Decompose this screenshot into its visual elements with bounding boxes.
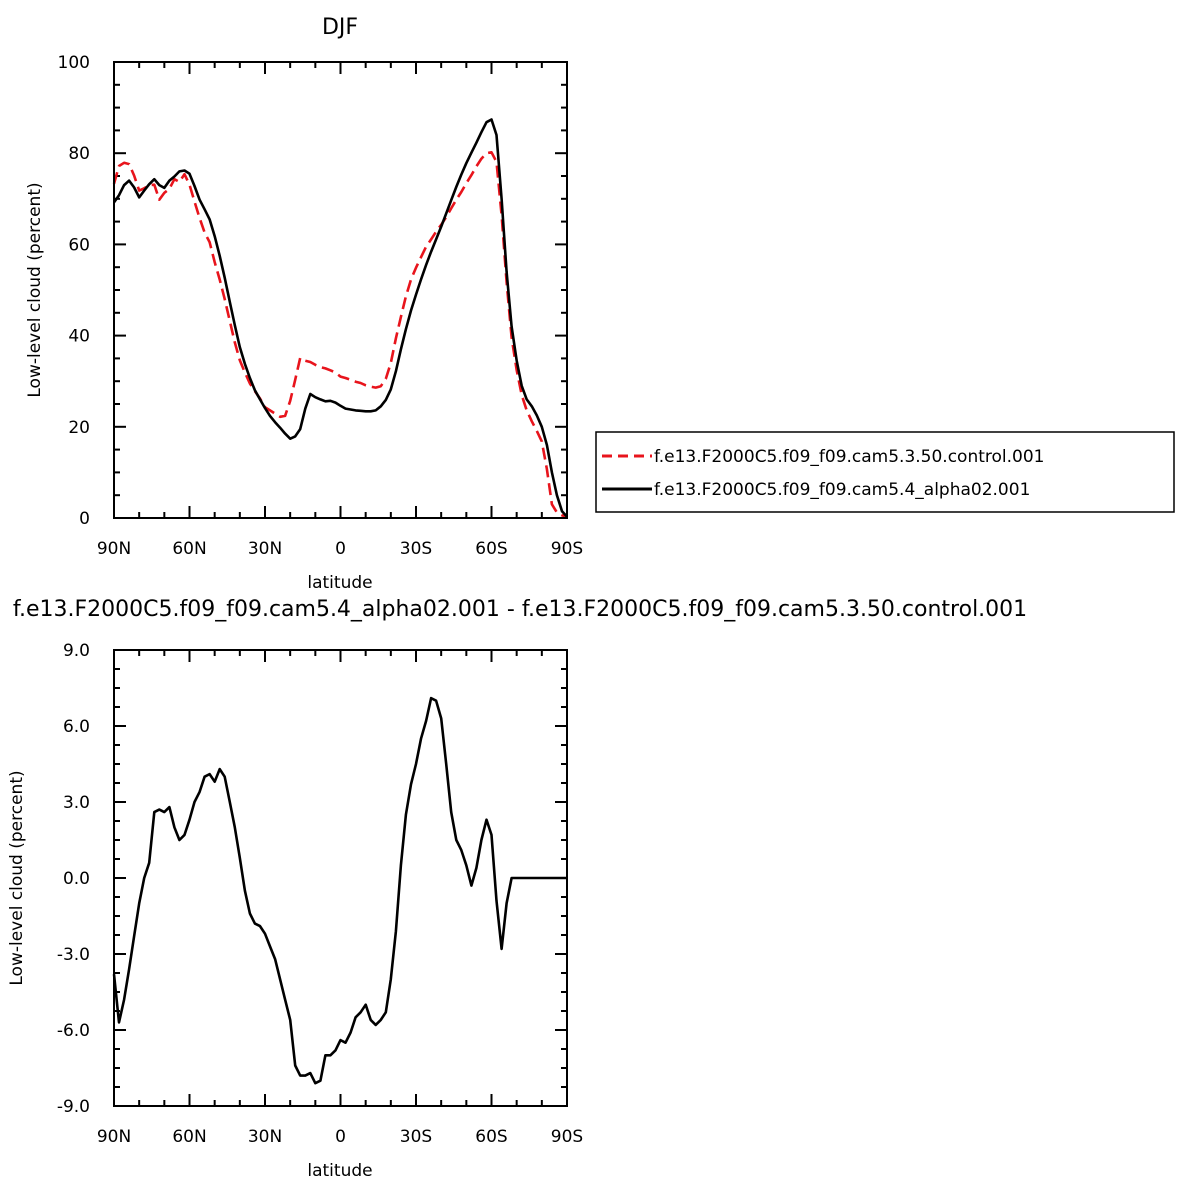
y-tick-label: 9.0 [63,641,90,661]
legend-box [595,431,1175,513]
x-tick-label: 30S [400,539,432,559]
plot-frame-bottom [113,649,568,1107]
bottom-chart: f.e13.F2000C5.f09_f09.cam5.4_alpha02.001… [7,597,1027,1181]
chart-title: DJF [322,15,358,40]
x-tick-label: 30N [248,1127,282,1147]
y-tick-label: 60 [68,235,90,255]
x-tick-label: 90N [97,539,131,559]
legend-entry-alpha02: f.e13.F2000C5.f09_f09.cam5.4_alpha02.001 [654,480,1030,500]
x-tick-label: 0 [335,539,346,559]
difference-chart-title: f.e13.F2000C5.f09_f09.cam5.4_alpha02.001… [13,597,1027,622]
y-tick-label: 3.0 [63,793,90,813]
x-axis-label: latitude [307,573,372,593]
series-line-1 [112,118,568,518]
x-tick-label: 30S [400,1127,432,1147]
y-tick-label: -6.0 [57,1021,90,1041]
x-tick-label: 60S [475,1127,507,1147]
legend: f.e13.F2000C5.f09_f09.cam5.3.50.control.… [595,431,1175,513]
y-tick-label: 100 [58,53,90,73]
x-tick-label: 60N [172,539,206,559]
series-line-0 [112,696,567,1085]
x-tick-label: 90S [551,539,583,559]
legend-entry-control: f.e13.F2000C5.f09_f09.cam5.3.50.control.… [654,447,1045,467]
x-tick-label: 60S [475,539,507,559]
series-lines [112,118,568,519]
y-tick-label: 80 [68,144,90,164]
x-tick-label: 0 [335,1127,346,1147]
y-tick-label: 20 [68,418,90,438]
axis-ticks-bottom: 90N 60N 30N 0 30S 60S 90S -9.0 -6.0 -3.0 0.0 3.0 6.0… [57,641,583,1147]
x-axis-label-bottom: latitude [307,1161,372,1181]
y-tick-label: -3.0 [57,945,90,965]
x-tick-label: 60N [172,1127,206,1147]
y-tick-label: 40 [68,327,90,347]
series-lines-bottom [112,696,567,1085]
top-chart: DJF Low-level cloud (percent) latitude 9… [25,15,583,593]
y-tick-label: -9.0 [57,1097,90,1117]
y-axis-label: Low-level cloud (percent) [25,182,45,397]
series-line-0 [112,151,568,519]
axis-ticks: 90N 60N 30N 0 30S 60S 90S 0 20 40 60 80 100 [58,53,584,559]
x-tick-label: 90N [97,1127,131,1147]
y-tick-label: 0.0 [63,869,90,889]
x-tick-label: 30N [248,539,282,559]
y-tick-label: 6.0 [63,717,90,737]
y-tick-label: 0 [79,509,90,529]
y-axis-label-bottom: Low-level cloud (percent) [7,770,27,985]
x-tick-label: 90S [551,1127,583,1147]
plot-frame [113,61,568,519]
